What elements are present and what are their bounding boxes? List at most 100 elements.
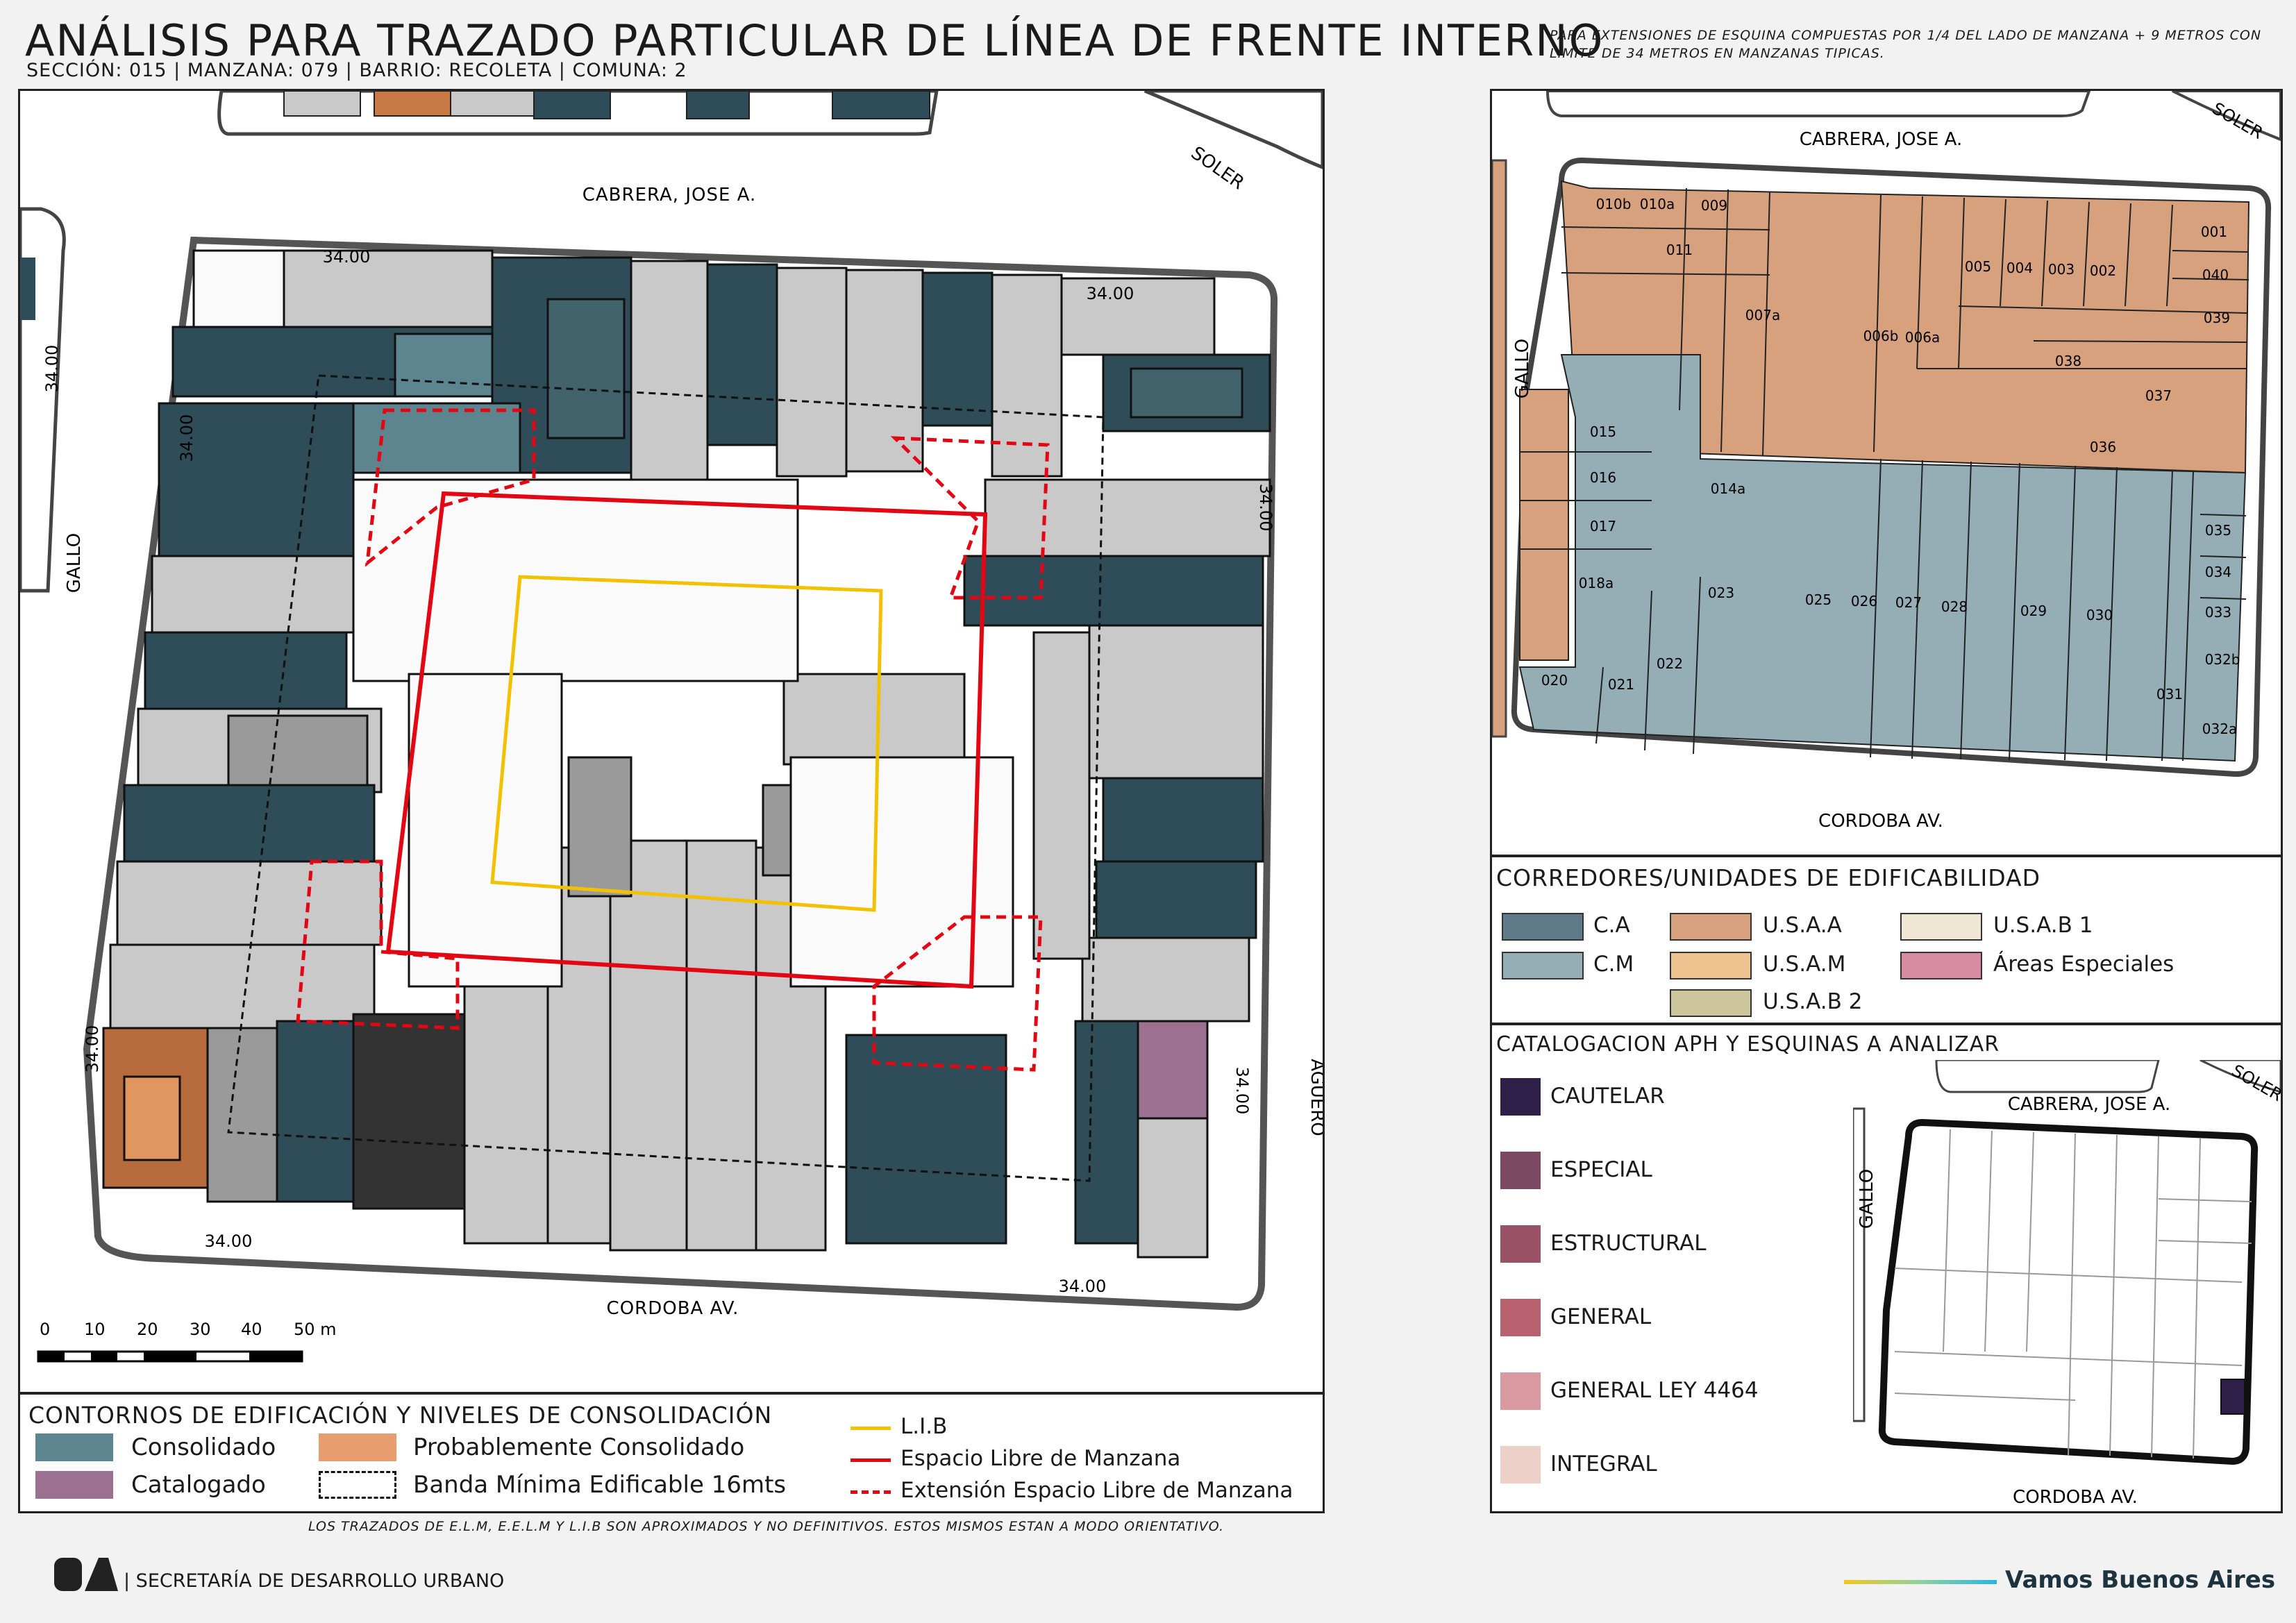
street-bottom-label: CORDOBA AV. [607, 1298, 739, 1319]
consolidado-label: Consolidado [131, 1433, 276, 1461]
areas-especiales-swatch [1900, 952, 1982, 979]
parcel-label: 009 [1701, 197, 1727, 214]
catalogacion-legend: CATALOGACION APH Y ESQUINAS A ANALIZAR C… [1490, 1023, 2283, 1513]
open-space-west [408, 673, 563, 988]
dimension-label: 34.00 [1232, 1067, 1252, 1115]
consolidation-legend: CONTORNOS DE EDIFICACIÓN Y NIVELES DE CO… [18, 1393, 1325, 1513]
extension-label: Extensión Espacio Libre de Manzana [900, 1478, 1293, 1503]
catalogado-swatch [35, 1471, 113, 1499]
ca-swatch [1502, 913, 1584, 941]
parcel-label: 005 [1965, 258, 1991, 275]
ca-label: C.A [1593, 913, 1630, 938]
dimension-label: 34.00 [1059, 1277, 1107, 1296]
banda-minima-label: Banda Mínima Edificable 16mts [413, 1471, 787, 1499]
ba-logo-icon [54, 1558, 118, 1591]
integral-swatch [1500, 1446, 1541, 1483]
parcel-label: 035 [2205, 522, 2231, 539]
mini-street-bottom: CORDOBA AV. [2013, 1487, 2138, 1508]
parcel-label: 031 [2156, 686, 2183, 703]
dimension-label: 34.00 [42, 345, 62, 393]
street-top-label: CABRERA, JOSE A. [1800, 129, 1963, 150]
corridor-legend: CORREDORES/UNIDADES DE EDIFICABILIDAD C.… [1490, 855, 2283, 1025]
parcel-reference-map: 010b 010a 009 011 007a 006b 006a 005 004… [1490, 89, 2283, 857]
especial-swatch [1500, 1152, 1541, 1189]
dimension-label: 34.00 [1087, 284, 1134, 303]
espacio-libre-label: Espacio Libre de Manzana [900, 1446, 1181, 1471]
scale-tick: 0 [40, 1320, 50, 1339]
open-space-east [789, 756, 1014, 988]
cautelar-swatch [1500, 1078, 1541, 1116]
parcel-label: 023 [1708, 585, 1734, 601]
parcel-label: 029 [2020, 603, 2047, 619]
parcel-lines [1520, 187, 2249, 762]
parcel-label: 010b [1596, 196, 1632, 212]
street-right-label: AGUERO [1307, 1059, 1323, 1136]
catalogacion-legend-title: CATALOGACION APH Y ESQUINAS A ANALIZAR [1496, 1032, 2000, 1057]
usam-label: U.S.A.M [1763, 952, 1846, 977]
dimension-label: 34.00 [1256, 484, 1275, 532]
usab1-swatch [1900, 913, 1982, 941]
usab1-label: U.S.A.B 1 [1993, 913, 2093, 938]
parcel-label: 032b [2205, 651, 2240, 668]
scale-tick: 40 [241, 1320, 262, 1339]
parcel-label: 021 [1608, 676, 1634, 693]
parcel-label: 017 [1590, 518, 1616, 535]
catalogado-label: Catalogado [131, 1471, 266, 1499]
parcel-label: 004 [2006, 260, 2033, 276]
dimension-label: 34.00 [83, 1025, 102, 1073]
usaa-swatch [1670, 913, 1752, 941]
scale-bar: 0 10 20 30 40 50 m [37, 1320, 337, 1363]
parcel-label: 006a [1905, 329, 1940, 346]
neighbor-left-building [20, 258, 35, 320]
parcel-label: 033 [2205, 604, 2231, 621]
parcel-label: 027 [1895, 594, 1922, 611]
street-left-label: GALLO [64, 533, 85, 593]
consolidation-legend-title: CONTORNOS DE EDIFICACIÓN Y NIVELES DE CO… [28, 1402, 773, 1429]
parcel-label: 038 [2055, 353, 2081, 369]
usab2-swatch [1670, 989, 1752, 1017]
usab2-label: U.S.A.B 2 [1763, 989, 1863, 1014]
parcel-label: 025 [1805, 591, 1832, 608]
especial-label: ESPECIAL [1550, 1157, 1652, 1182]
extension-sample [850, 1490, 891, 1494]
main-block-map: CABRERA, JOSE A. CORDOBA AV. GALLO AGUER… [18, 89, 1325, 1394]
parcel-label: 037 [2145, 387, 2172, 404]
estructural-swatch [1500, 1225, 1541, 1263]
usaa-west [1519, 389, 1569, 661]
street-bottom-label: CORDOBA AV. [1818, 811, 1943, 832]
general-ley-swatch [1500, 1372, 1541, 1410]
parcel-label: 039 [2204, 310, 2230, 326]
parcel-label: 002 [2090, 262, 2116, 279]
dimension-label: 34.00 [177, 414, 196, 462]
neighbor-block-corner [2172, 91, 2281, 142]
parcel-label: 007a [1745, 307, 1780, 323]
parcel-label: 022 [1657, 655, 1683, 672]
cm-zone [1518, 354, 2247, 762]
lib-label: L.I.B [900, 1414, 948, 1439]
mini-street-top: CABRERA, JOSE A. [2008, 1094, 2171, 1115]
footer-slogan: Vamos Buenos Aires [2005, 1566, 2276, 1594]
dimension-label: 34.00 [323, 247, 371, 267]
parcel-label: 026 [1851, 593, 1877, 609]
street-corner-label: SOLER [1187, 143, 1248, 194]
neighbor-block-topright [1144, 91, 1323, 169]
espacio-libre-sample [850, 1458, 891, 1462]
parcel-label: 001 [2201, 224, 2227, 240]
general-label: GENERAL [1550, 1304, 1652, 1329]
parcel-label: 020 [1541, 672, 1568, 689]
neighbor-block-top [217, 91, 939, 136]
parcel-label: 018a [1579, 575, 1614, 591]
general-swatch [1500, 1299, 1541, 1336]
parcel-label: 006b [1863, 328, 1899, 344]
parcel-label: 030 [2086, 607, 2113, 623]
block-map-svg: CABRERA, JOSE A. CORDOBA AV. GALLO AGUER… [20, 91, 1323, 1363]
parcel-label: 003 [2048, 261, 2075, 278]
banda-minima-swatch [319, 1471, 396, 1499]
areas-especiales-label: Áreas Especiales [1993, 952, 2175, 977]
scale-tick: 50 m [294, 1320, 337, 1339]
brand-gradient-line [1844, 1580, 1997, 1584]
mini-street-left: GALLO [1857, 1169, 1877, 1229]
consolidado-swatch [35, 1433, 113, 1461]
espacio-libre-line [385, 491, 988, 989]
page-title: ANÁLISIS PARA TRAZADO PARTICULAR DE LÍNE… [25, 15, 1604, 66]
